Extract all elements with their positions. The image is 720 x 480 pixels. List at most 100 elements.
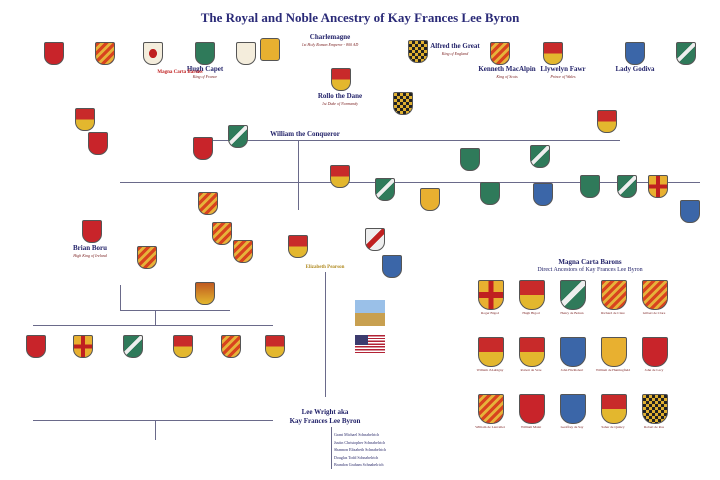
connector-line [120,182,700,183]
coat-of-arms-icon [212,222,232,245]
connector-line [298,140,299,210]
connector-line [325,272,326,397]
coat-of-arms-icon [648,175,668,198]
coat-of-arms-icon [288,235,308,258]
lee-wright-name: Lee Wright aka [301,408,349,416]
brian-boru-title: High King of Ireland [73,253,107,258]
baron-coat-of-arms-icon [601,337,627,367]
coat-of-arms-icon [420,188,440,211]
child-name: Brandon Graham Schnabelrich [334,462,384,467]
connector-line [200,140,620,141]
connector-line [33,325,273,326]
godiva-name: Lady Godiva [615,65,655,73]
magna-carta-subheading: Direct Ancestors of Kay Frances Lee Byro… [537,267,643,273]
coat-of-arms-icon [375,178,395,201]
hugh-capet-name: Hugh Capet [186,65,224,73]
coat-of-arms-icon [330,165,350,188]
baron-name: Gilbert de Clare [642,311,666,315]
baron-coat-of-arms-icon [519,394,545,424]
baron-name: Saher de Quincy [601,425,625,429]
baron-coat-of-arms-icon [642,394,668,424]
coat-of-arms-icon [365,228,385,251]
coat-of-arms-icon [580,175,600,198]
baron-coat-of-arms-icon [642,280,668,310]
coat-of-arms-icon [331,68,351,91]
baron-coat-of-arms-icon [601,280,627,310]
baron-name: Richard de Clare [601,311,625,315]
kay-frances-lee-byron-name: Kay Frances Lee Byron [289,417,361,425]
connector-line [33,420,273,421]
coat-of-arms-icon [543,42,563,65]
baron-name: William Malet [520,425,542,429]
baron-name: John FitzRobert [560,368,584,372]
baron-coat-of-arms-icon [560,394,586,424]
llywelyn-name: Llywelyn Fawr [540,65,586,73]
alfred-title: King of England [441,51,469,56]
charlemagne-name: Charlemagne [309,33,351,41]
kenneth-name: Kenneth MacAlpin [478,65,536,73]
coat-of-arms-icon [228,125,248,148]
child-name: Grant Michael Schnabelrich [334,432,380,437]
baron-name: William d'Aubigny [476,368,504,372]
alfred-name: Alfred the Great [430,42,480,50]
elizabeth-pearson-name: Elizabeth Pearson [305,265,345,270]
baron-name: Hugh Bigod [522,311,540,315]
baron-name: Robert de Vere [520,368,542,372]
coat-of-arms-icon [597,110,617,133]
connector-line [120,285,121,310]
william-conqueror-name: William the Conqueror [270,130,340,138]
coat-of-arms-icon [75,108,95,131]
coat-of-arms-icon [95,42,115,65]
crown-icon [260,38,280,61]
coat-of-arms-icon [73,335,93,358]
coat-of-arms-icon [44,42,64,65]
coat-of-arms-icon [123,335,143,358]
child-name: Justin Christopher Schnabelrich [334,439,386,445]
coat-of-arms-icon [480,182,500,205]
page-title: The Royal and Noble Ancestry of Kay Fran… [200,10,520,25]
coat-of-arms-icon [137,246,157,269]
hugh-capet-title: King of France [192,74,218,79]
child-name: Douglas Todd Schnabelrich [334,454,379,460]
coat-of-arms-icon [195,282,215,305]
coat-of-arms-icon [88,132,108,155]
coat-of-arms-icon [143,42,163,65]
coat-of-arms-icon [233,240,253,263]
baron-coat-of-arms-icon [560,280,586,310]
baron-coat-of-arms-icon [478,394,504,424]
coat-of-arms-icon [617,175,637,198]
baron-name: Robert de Ros [643,425,665,429]
us-flag-icon [355,335,385,353]
coat-of-arms-icon [382,255,402,278]
baron-name: William de Lanvallei [475,425,505,429]
connector-line [155,420,156,440]
coat-of-arms-icon [393,92,413,115]
llywelyn-title: Prince of Wales [550,74,576,79]
baron-coat-of-arms-icon [478,280,504,310]
coat-of-arms-icon [236,42,256,65]
magna-carta-barons-label: Magna Carta Barons [157,70,203,75]
baron-coat-of-arms-icon [560,337,586,367]
castle-photo [355,300,385,326]
baron-name: Geoffrey de Say [560,425,584,429]
connector-line [155,310,156,325]
coat-of-arms-icon [173,335,193,358]
baron-name: Roger Bigod [481,311,499,315]
children-list: Grant Michael Schnabelrich Justin Christ… [334,431,386,469]
coat-of-arms-icon [221,335,241,358]
coat-of-arms-icon [490,42,510,65]
coat-of-arms-icon [26,335,46,358]
coat-of-arms-icon [195,42,215,65]
rollo-name: Rollo the Dane [317,92,363,100]
baron-coat-of-arms-icon [519,337,545,367]
child-name: Shannon Elizabeth Schnabelrich [334,447,386,452]
baron-coat-of-arms-icon [601,394,627,424]
coat-of-arms-icon [676,42,696,65]
coat-of-arms-icon [193,137,213,160]
baron-name: William de Huntingfield [595,368,631,372]
rollo-title: 1st Duke of Normandy [321,101,359,106]
baron-coat-of-arms-icon [642,337,668,367]
coat-of-arms-icon [460,148,480,171]
coat-of-arms-icon [530,145,550,168]
baron-name: Henry de Bohun [560,311,584,315]
